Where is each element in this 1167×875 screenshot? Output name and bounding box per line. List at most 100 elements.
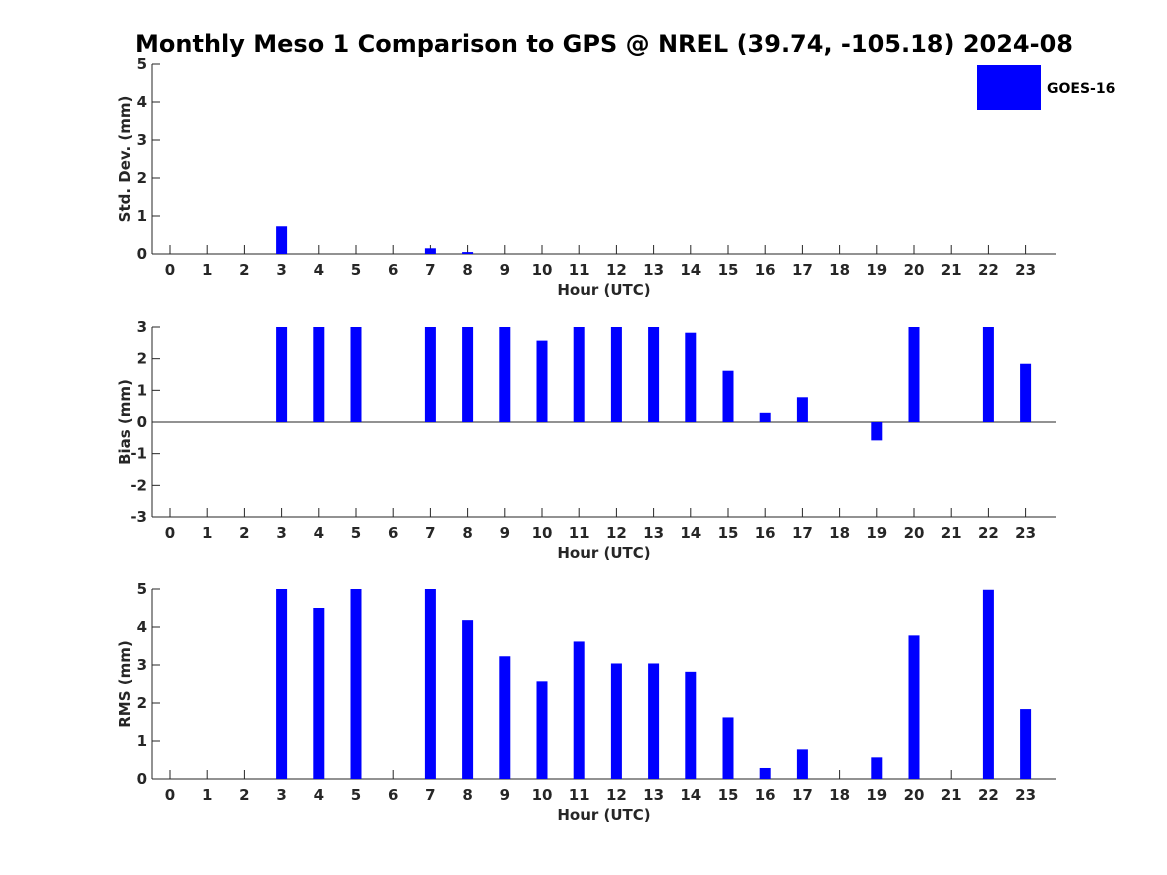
rms-bar-10 — [536, 681, 548, 779]
rms-x-tick-label: 2 — [239, 786, 249, 804]
legend: GOES-16 — [977, 65, 1115, 110]
bias-x-tick-label: 16 — [755, 524, 776, 542]
std-dev-x-tick-label: 7 — [425, 261, 435, 279]
bias-x-tick-label: 17 — [792, 524, 813, 542]
bias-bar-11 — [573, 327, 585, 422]
rms-x-tick-label: 12 — [606, 786, 627, 804]
bias-y-tick-label: 1 — [137, 381, 147, 399]
std-dev-x-tick-label: 10 — [532, 261, 553, 279]
rms-bar-14 — [685, 671, 697, 779]
bias-x-tick-label: 19 — [866, 524, 887, 542]
bias-y-tick-label: -1 — [130, 445, 147, 463]
rms-bar-5 — [350, 589, 362, 779]
rms-x-tick-label: 14 — [680, 786, 701, 804]
rms-x-tick-label: 10 — [532, 786, 553, 804]
std-dev-y-tick-label: 4 — [137, 93, 147, 111]
rms-x-tick-label: 15 — [718, 786, 739, 804]
bias-y-tick-label: -3 — [130, 508, 147, 526]
rms-x-tick-label: 0 — [165, 786, 175, 804]
bias-x-tick-label: 8 — [462, 524, 472, 542]
bias-x-label: Hour (UTC) — [557, 544, 650, 562]
rms-y-tick-label: 5 — [137, 580, 147, 598]
bias-x-tick-label: 12 — [606, 524, 627, 542]
rms-x-tick-label: 9 — [500, 786, 510, 804]
rms-x-tick-label: 6 — [388, 786, 398, 804]
bias-y-label: Bias (mm) — [116, 379, 134, 465]
bias-x-tick-label: 2 — [239, 524, 249, 542]
rms-bar-20 — [908, 635, 920, 779]
rms-y-tick-label: 4 — [137, 618, 147, 636]
std-dev-x-tick-label: 8 — [462, 261, 472, 279]
bias-bar-13 — [648, 327, 660, 422]
bias-x-tick-label: 6 — [388, 524, 398, 542]
legend-label: GOES-16 — [1047, 81, 1115, 97]
std-dev-y-tick-label: 5 — [137, 55, 147, 73]
bias-bar-5 — [350, 327, 362, 422]
bias-x-tick-label: 5 — [351, 524, 361, 542]
std-dev-x-tick-label: 3 — [276, 261, 286, 279]
std-dev-x-tick-label: 17 — [792, 261, 813, 279]
bias-x-tick-label: 11 — [569, 524, 590, 542]
std-dev-x-tick-label: 1 — [202, 261, 212, 279]
rms-x-tick-label: 8 — [462, 786, 472, 804]
std-dev-y-tick-label: 1 — [137, 207, 147, 225]
rms-bar-7 — [424, 589, 436, 779]
std-dev-bar-3 — [276, 226, 288, 254]
rms-x-tick-label: 22 — [978, 786, 999, 804]
std-dev-x-tick-label: 18 — [829, 261, 850, 279]
std-dev-x-tick-label: 16 — [755, 261, 776, 279]
rms-bar-12 — [610, 663, 622, 779]
std-dev-x-tick-label: 0 — [165, 261, 175, 279]
rms-bar-3 — [276, 589, 288, 779]
bias-x-tick-label: 22 — [978, 524, 999, 542]
rms-x-tick-label: 23 — [1015, 786, 1036, 804]
std-dev-x-tick-label: 19 — [866, 261, 887, 279]
bias-bar-14 — [685, 332, 697, 422]
bias-bar-19 — [871, 422, 883, 441]
std-dev-x-tick-label: 23 — [1015, 261, 1036, 279]
std-dev-x-tick-label: 11 — [569, 261, 590, 279]
rms-bar-23 — [1020, 709, 1032, 779]
std-dev-x-tick-label: 9 — [500, 261, 510, 279]
rms-bar-4 — [313, 608, 325, 779]
bias-bar-23 — [1020, 363, 1032, 422]
rms-x-tick-label: 7 — [425, 786, 435, 804]
rms-y-tick-label: 0 — [137, 770, 147, 788]
std-dev-y-tick-label: 2 — [137, 169, 147, 187]
rms-x-tick-label: 19 — [866, 786, 887, 804]
bias-y-tick-label: -2 — [130, 476, 147, 494]
bias-x-tick-label: 9 — [500, 524, 510, 542]
rms-x-tick-label: 3 — [276, 786, 286, 804]
bias-bar-3 — [276, 327, 288, 422]
rms-x-tick-label: 4 — [314, 786, 324, 804]
rms-x-tick-label: 18 — [829, 786, 850, 804]
rms-y-tick-label: 2 — [137, 694, 147, 712]
bias-bar-16 — [759, 412, 771, 422]
bias-x-tick-label: 23 — [1015, 524, 1036, 542]
bias-x-tick-label: 10 — [532, 524, 553, 542]
std-dev-x-tick-label: 22 — [978, 261, 999, 279]
rms-bar-8 — [462, 620, 474, 779]
bias-x-tick-label: 18 — [829, 524, 850, 542]
std-dev-x-tick-label: 15 — [718, 261, 739, 279]
rms-bar-11 — [573, 641, 585, 779]
bias-bar-17 — [796, 397, 808, 422]
bias-x-tick-label: 20 — [904, 524, 925, 542]
bias-x-tick-label: 21 — [941, 524, 962, 542]
std-dev-x-tick-label: 20 — [904, 261, 925, 279]
bias-x-tick-label: 14 — [680, 524, 701, 542]
rms-x-tick-label: 11 — [569, 786, 590, 804]
std-dev-x-tick-label: 6 — [388, 261, 398, 279]
rms-y-tick-label: 3 — [137, 656, 147, 674]
rms-bar-9 — [499, 656, 511, 779]
figure-title: Monthly Meso 1 Comparison to GPS @ NREL … — [135, 30, 1073, 58]
bias-bar-15 — [722, 370, 734, 422]
bias-x-tick-label: 7 — [425, 524, 435, 542]
rms-x-label: Hour (UTC) — [557, 806, 650, 824]
std-dev-x-label: Hour (UTC) — [557, 281, 650, 299]
bias-bar-8 — [462, 327, 474, 422]
rms-x-tick-label: 17 — [792, 786, 813, 804]
rms-x-tick-label: 20 — [904, 786, 925, 804]
